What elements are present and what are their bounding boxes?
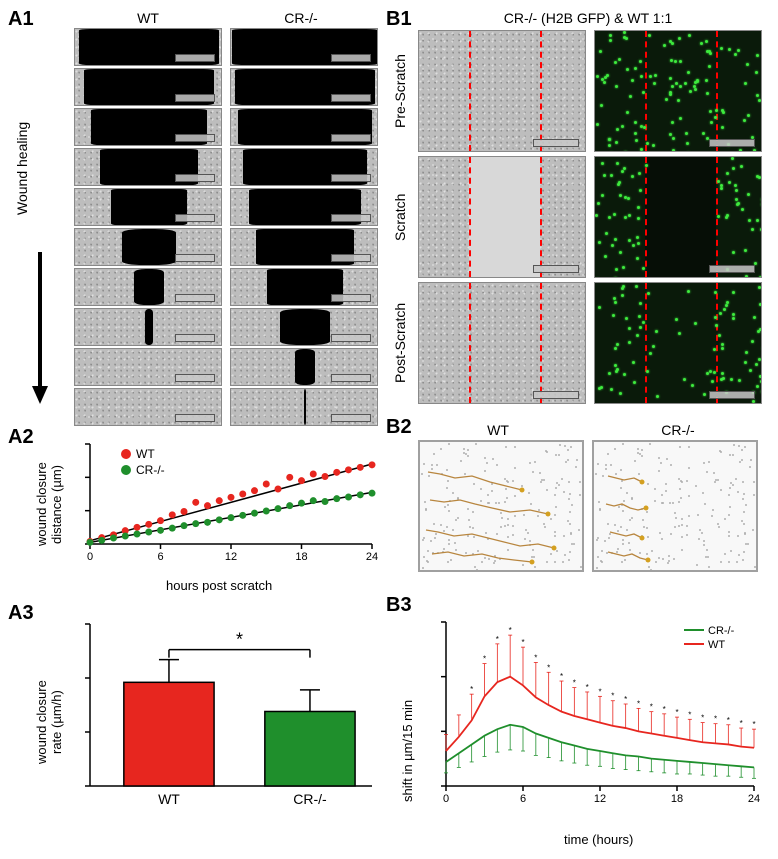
svg-text:*: * xyxy=(470,685,473,694)
svg-text:*: * xyxy=(752,720,755,729)
a2-xlabel: hours post scratch xyxy=(166,578,272,593)
a1-side: Wound healing xyxy=(14,98,30,238)
a1-cr-strip xyxy=(230,108,378,146)
svg-text:*: * xyxy=(650,703,653,712)
figure-root: A1 WT CR-/- Wound healing A2 wound closu… xyxy=(8,8,770,851)
b2-title-wt: WT xyxy=(468,422,528,438)
svg-text:24: 24 xyxy=(366,551,378,563)
svg-text:6: 6 xyxy=(157,551,163,563)
b3-ylabel: shift in µm/15 min xyxy=(400,642,415,802)
a1-cr-strip xyxy=(230,268,378,306)
label-a3: A3 xyxy=(8,602,34,625)
b1-phase-1 xyxy=(418,156,586,278)
svg-text:WT: WT xyxy=(158,791,180,807)
a1-wt-strip xyxy=(74,268,222,306)
a1-cr-strip xyxy=(230,228,378,266)
svg-text:0: 0 xyxy=(87,551,93,563)
svg-text:*: * xyxy=(675,708,678,717)
a1-col-wt: WT xyxy=(118,10,178,26)
b1-gfp-0 xyxy=(594,30,762,152)
svg-text:WT: WT xyxy=(136,447,155,461)
svg-text:18: 18 xyxy=(671,793,683,805)
a1-wt-strip xyxy=(74,28,222,66)
a3-ylabel: wound closure rate (µm/h) xyxy=(34,642,64,802)
b3-lines: 06121824051015***********************CR-… xyxy=(438,616,760,814)
b1-phase-2 xyxy=(418,282,586,404)
svg-text:*: * xyxy=(534,653,537,662)
a1-wt-strip xyxy=(74,308,222,346)
svg-text:24: 24 xyxy=(748,793,760,805)
b1-phase-0 xyxy=(418,30,586,152)
svg-text:*: * xyxy=(598,687,601,696)
label-b2: B2 xyxy=(386,416,412,439)
svg-text:*: * xyxy=(637,699,640,708)
svg-text:WT: WT xyxy=(708,639,725,651)
svg-text:*: * xyxy=(573,679,576,688)
b1-rowlabel: Post-Scratch xyxy=(392,292,408,394)
label-b1: B1 xyxy=(386,8,412,31)
svg-text:CR-/-: CR-/- xyxy=(708,625,735,637)
svg-text:*: * xyxy=(701,714,704,723)
a2-scatter: 061218240200400600WTCR-/- xyxy=(82,438,378,566)
a1-wt-strip xyxy=(74,388,222,426)
b1-rowlabel: Pre-Scratch xyxy=(392,40,408,142)
a1-cr-strip xyxy=(230,68,378,106)
a1-wt-strip xyxy=(74,228,222,266)
a1-wt-strip xyxy=(74,68,222,106)
a1-cr-strip xyxy=(230,348,378,386)
a1-cr-strip xyxy=(230,148,378,186)
svg-text:*: * xyxy=(663,705,666,714)
a1-wt-strip xyxy=(74,108,222,146)
b3-xlabel: time (hours) xyxy=(564,832,633,847)
a1-col-cr: CR-/- xyxy=(266,10,336,26)
svg-text:*: * xyxy=(483,655,486,664)
svg-text:6: 6 xyxy=(520,793,526,805)
a2-ylabel: wound closure distance (µm) xyxy=(34,440,64,568)
b1-rowlabel: Scratch xyxy=(392,166,408,268)
svg-text:*: * xyxy=(521,638,524,647)
svg-text:*: * xyxy=(236,630,243,650)
a1-wt-strip xyxy=(74,148,222,186)
b1-gfp-2 xyxy=(594,282,762,404)
a1-cr-strip xyxy=(230,188,378,226)
svg-text:12: 12 xyxy=(225,551,237,563)
svg-text:18: 18 xyxy=(295,551,307,563)
label-b3: B3 xyxy=(386,594,412,617)
svg-text:*: * xyxy=(624,695,627,704)
svg-text:*: * xyxy=(509,626,512,635)
label-a1: A1 xyxy=(8,8,34,31)
svg-text:*: * xyxy=(740,719,743,728)
svg-text:*: * xyxy=(496,635,499,644)
a1-cr-strip xyxy=(230,308,378,346)
svg-text:*: * xyxy=(547,663,550,672)
b1-gfp-1 xyxy=(594,156,762,278)
a1-cr-strip xyxy=(230,28,378,66)
svg-text:CR-/-: CR-/- xyxy=(136,463,165,477)
b2-tracks-cr xyxy=(592,440,758,572)
wound-arrow-icon xyxy=(28,248,52,408)
svg-text:*: * xyxy=(727,716,730,725)
b1-title: CR-/- (H2B GFP) & WT 1:1 xyxy=(438,10,738,26)
label-a2: A2 xyxy=(8,426,34,449)
svg-text:0: 0 xyxy=(443,793,449,805)
a3-bars: 0102030WTCR-/-* xyxy=(82,616,378,814)
b2-tracks-wt xyxy=(418,440,584,572)
a1-wt-strip xyxy=(74,188,222,226)
svg-text:*: * xyxy=(586,683,589,692)
b2-title-cr: CR-/- xyxy=(643,422,713,438)
svg-text:*: * xyxy=(611,692,614,701)
svg-text:12: 12 xyxy=(594,793,606,805)
svg-text:*: * xyxy=(560,672,563,681)
svg-text:CR-/-: CR-/- xyxy=(293,791,327,807)
svg-text:*: * xyxy=(714,715,717,724)
a1-wt-strip xyxy=(74,348,222,386)
a1-cr-strip xyxy=(230,388,378,426)
svg-text:*: * xyxy=(688,710,691,719)
